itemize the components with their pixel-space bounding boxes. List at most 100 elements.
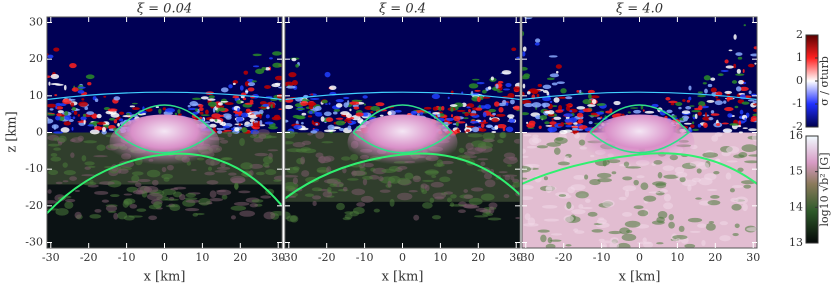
turbulence	[252, 65, 260, 68]
contour	[285, 152, 520, 200]
field-texture	[62, 162, 68, 168]
turbulence	[560, 122, 565, 127]
field-texture	[510, 176, 515, 181]
turbulence	[569, 109, 573, 113]
turbulence	[68, 119, 74, 122]
field-texture	[118, 168, 129, 174]
turbulence	[685, 106, 692, 110]
turbulence	[55, 105, 58, 109]
turbulence	[471, 126, 480, 133]
turbulence	[224, 102, 234, 105]
field-texture	[549, 239, 562, 242]
field-texture	[458, 147, 465, 153]
turbulence	[220, 87, 229, 93]
turbulence	[666, 109, 673, 114]
turbulence	[81, 98, 85, 101]
field-texture	[563, 215, 574, 223]
field-texture	[497, 139, 504, 144]
turbulence	[70, 102, 75, 107]
turbulence	[192, 97, 202, 101]
turbulence	[162, 107, 167, 111]
turbulence	[748, 128, 757, 132]
field-texture	[443, 191, 454, 195]
turbulence	[107, 108, 118, 112]
turbulence	[596, 103, 606, 106]
turbulence	[93, 121, 97, 125]
turbulence	[697, 111, 702, 116]
turbulence	[301, 121, 304, 125]
field-texture	[430, 181, 444, 188]
field-texture	[146, 192, 163, 201]
y-tick-label: -30	[25, 236, 43, 249]
field-texture	[99, 181, 115, 185]
turbulence	[77, 114, 81, 117]
turbulence	[55, 106, 64, 110]
turbulence	[272, 51, 282, 56]
turbulence	[741, 101, 750, 105]
turbulence	[394, 109, 402, 113]
turbulence	[490, 76, 494, 81]
colorbar-tick-label: 15	[789, 165, 803, 178]
field-texture	[744, 160, 757, 164]
turbulence	[735, 52, 743, 56]
turbulence	[495, 113, 506, 117]
turbulence	[177, 109, 181, 114]
turbulence	[522, 91, 525, 97]
turbulence	[432, 106, 438, 111]
field-texture	[134, 182, 142, 188]
field-texture	[300, 156, 306, 165]
turbulence	[47, 75, 51, 79]
turbulence	[370, 111, 374, 114]
turbulence	[89, 129, 100, 135]
turbulence	[94, 98, 99, 103]
field-texture	[422, 179, 435, 182]
turbulence	[295, 63, 299, 68]
field-texture	[258, 133, 267, 140]
field-texture	[323, 179, 338, 184]
turbulence	[207, 98, 216, 101]
turbulence	[237, 107, 240, 113]
field-texture	[668, 221, 675, 229]
field-texture	[136, 208, 147, 212]
turbulence	[507, 114, 515, 119]
field-texture	[602, 199, 615, 208]
field-texture	[63, 170, 76, 176]
field-texture	[659, 188, 668, 193]
turbulence	[724, 90, 733, 94]
turbulence	[71, 110, 75, 113]
field-texture	[657, 172, 663, 179]
field-texture	[725, 172, 732, 180]
field-texture	[336, 202, 345, 211]
turbulence	[672, 115, 677, 118]
turbulence	[351, 99, 361, 102]
field-texture	[123, 193, 133, 196]
turbulence	[349, 101, 360, 105]
field-texture	[668, 214, 674, 221]
turbulence	[480, 123, 485, 129]
field-texture	[640, 182, 649, 190]
turbulence	[71, 106, 77, 111]
turbulence	[273, 114, 281, 119]
field-texture	[608, 230, 622, 235]
field-texture	[566, 201, 572, 209]
turbulence	[343, 96, 350, 99]
field-texture	[408, 190, 418, 193]
field-texture	[431, 175, 437, 178]
field-texture	[591, 229, 604, 233]
turbulence	[113, 96, 121, 101]
field-texture	[58, 135, 67, 143]
turbulence	[199, 111, 204, 115]
field-texture	[584, 174, 589, 180]
field-texture	[731, 203, 742, 211]
field-texture	[285, 141, 294, 145]
field-texture	[515, 216, 520, 220]
turbulence	[416, 113, 420, 116]
turbulence	[727, 113, 733, 118]
turbulence	[522, 66, 528, 71]
turbulence	[526, 91, 531, 95]
x-tick-label: -10	[118, 251, 136, 264]
field-texture	[574, 230, 585, 234]
turbulence	[265, 114, 270, 119]
field-texture	[616, 242, 631, 248]
turbulence	[563, 113, 573, 117]
